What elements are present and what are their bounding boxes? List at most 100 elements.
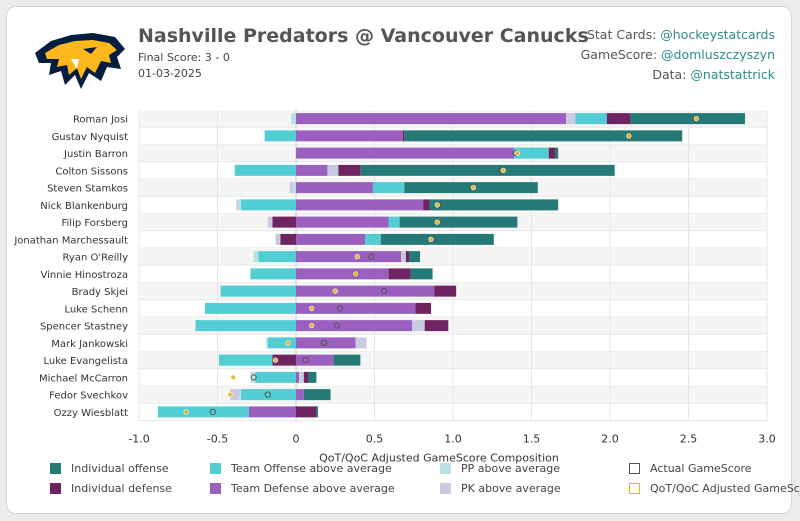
individual-defense-bar (415, 302, 432, 314)
individual-offense-bar (303, 389, 331, 401)
team-offense-bar (255, 371, 296, 383)
chart-title: Nashville Predators @ Vancouver Canucks (138, 25, 589, 47)
pk-bar (299, 371, 304, 383)
pp-bar (239, 389, 242, 401)
player-label: Luke Evangelista (43, 356, 128, 367)
qot-adjusted-marker (434, 202, 440, 208)
legend-label: PP above average (461, 462, 561, 475)
individual-offense-bar (409, 251, 421, 263)
legend-item: Team Defense above average (210, 482, 395, 495)
team-defense-bar (296, 389, 304, 401)
individual-defense-bar (388, 268, 411, 280)
x-tick-label: 1.0 (444, 433, 462, 446)
credit-handle[interactable]: @hockeystatcards (660, 27, 775, 42)
player-label: Michael McCarron (39, 373, 128, 384)
legend-swatch (50, 483, 61, 494)
team-offense-bar (388, 216, 400, 228)
individual-defense-bar (280, 233, 296, 245)
team-defense-bar (296, 147, 515, 159)
team-offense-bar (372, 182, 405, 194)
team-offense-bar (250, 268, 296, 280)
legend-swatch (440, 463, 451, 474)
legend-label: PK above average (461, 482, 561, 495)
credit-label: Stat Cards: (586, 27, 657, 42)
legend-label: QoT/QoC Adjusted GameScore (650, 482, 800, 495)
player-label: Nick Blankenburg (40, 201, 128, 212)
team-offense-bar (157, 406, 249, 418)
team-defense-bar (296, 130, 403, 142)
pp-bar (237, 199, 242, 211)
team-defense-bar (296, 337, 356, 349)
legend-swatch (50, 463, 61, 474)
individual-defense-bar (424, 320, 449, 332)
qot-adjusted-marker (626, 133, 632, 139)
pp-bar (292, 182, 296, 194)
credits: Stat Cards: @hockeystatcards GameScore: … (581, 25, 775, 85)
logo-fang (71, 59, 79, 69)
credit-handle[interactable]: @natstattrick (690, 67, 775, 82)
credit-label: Data: (652, 67, 687, 82)
team-offense-bar (220, 285, 296, 297)
x-tick-label: 2.5 (680, 433, 698, 446)
individual-defense-bar (405, 251, 410, 263)
qot-adjusted-marker (693, 116, 699, 122)
legend-item: Individual defense (50, 482, 172, 495)
team-offense-bar (219, 354, 273, 366)
pk-bar (355, 337, 367, 349)
individual-defense-bar (402, 130, 405, 142)
pk-bar (275, 233, 281, 245)
pk-bar (566, 113, 576, 125)
individual-offense-bar (404, 130, 683, 142)
individual-defense-bar (272, 354, 296, 366)
team-defense-bar (296, 113, 567, 125)
pk-bar (327, 164, 339, 176)
player-label: Justin Barron (63, 149, 128, 160)
pk-bar (401, 251, 406, 263)
team-offense-bar (264, 130, 296, 142)
qot-adjusted-marker (183, 409, 189, 415)
legend-label: Actual GameScore (650, 462, 752, 475)
credit-line: Stat Cards: @hockeystatcards (581, 25, 775, 45)
final-score: Final Score: 3 - 0 (138, 51, 230, 64)
actual-gamescore-marker (333, 322, 340, 329)
legend: Individual offense Team Offense above ave… (50, 460, 800, 500)
legend-swatch (629, 483, 640, 494)
qot-adjusted-marker (285, 340, 291, 346)
legend-label: Individual defense (71, 482, 172, 495)
player-label: Filip Forsberg (61, 218, 128, 229)
legend-label: Individual offense (71, 462, 169, 475)
legend-label: Team Defense above average (231, 482, 395, 495)
team-offense-bar (575, 113, 607, 125)
qot-adjusted-marker (470, 185, 477, 191)
individual-offense-bar (308, 371, 317, 383)
x-tick-label: 1.5 (523, 433, 541, 446)
logo-cat-head (45, 40, 117, 79)
qot-adjusted-marker (354, 254, 360, 260)
legend-label: Team Offense above average (231, 462, 392, 475)
actual-gamescore-marker (352, 270, 359, 277)
credit-handle[interactable]: @domluszczyszyn (661, 47, 775, 62)
legend-item: Individual offense (50, 462, 169, 475)
player-label: Jonathan Marchessault (13, 235, 128, 246)
team-defense-bar (296, 371, 300, 383)
logo-eye (83, 47, 97, 54)
individual-offense-bar (399, 216, 518, 228)
pk-bar (267, 216, 273, 228)
team-logo (35, 33, 125, 89)
individual-offense-bar (555, 147, 559, 159)
actual-gamescore-marker (264, 391, 271, 398)
player-label: Roman Josi (73, 115, 128, 126)
individual-defense-bar (548, 147, 556, 159)
pp-bar (291, 113, 296, 125)
player-label: Mark Jankowski (51, 339, 128, 350)
individual-defense-bar (303, 371, 309, 383)
team-offense-bar (195, 320, 296, 332)
actual-gamescore-marker (336, 305, 344, 312)
qot-adjusted-marker (514, 150, 520, 156)
credit-line: GameScore: @domluszczyszyn (581, 45, 775, 65)
team-defense-bar (296, 285, 435, 297)
team-offense-bar (241, 389, 296, 401)
team-defense-bar (296, 320, 413, 332)
pk-bar (236, 199, 238, 211)
